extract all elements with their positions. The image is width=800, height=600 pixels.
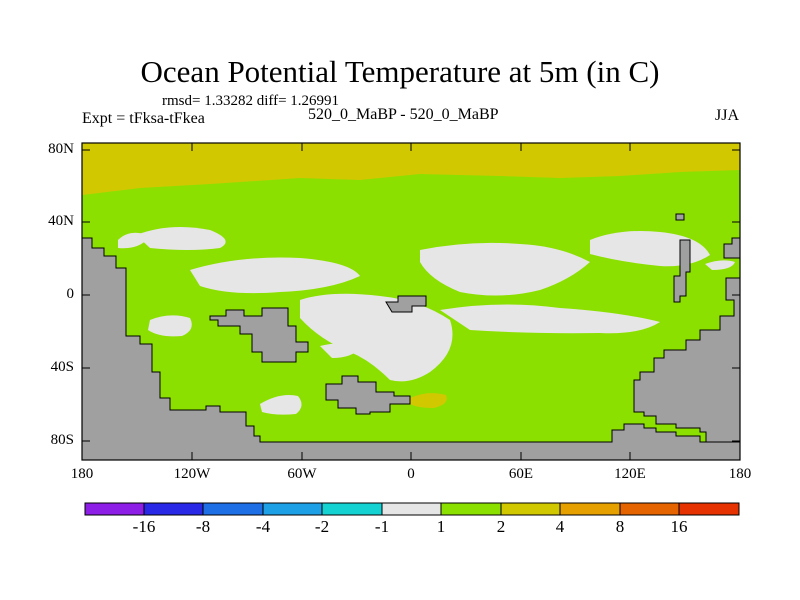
season-label: JJA [715,107,740,124]
colorbar-box-11 [678,502,740,516]
lon-label-180e: 180 [728,466,752,482]
axis-ticks [82,143,740,460]
case-label: 520_0_MaBP - 520_0_MaBP [308,106,499,123]
lon-label-60e: 60E [508,466,534,482]
colorbar-box-3 [202,502,264,516]
colorbar-label-5: -1 [374,517,390,536]
colorbar-box-7 [440,502,502,516]
lat-label-40s: 40S [50,359,74,375]
lat-label-80s: 80S [50,432,74,448]
colorbar-box-10 [619,502,680,516]
map-panel [81,142,741,461]
land-masses [81,213,741,461]
lat-label-40n: 40N [48,213,74,229]
colorbar [84,502,740,516]
colorbar-box-5 [321,502,383,516]
colorbar-box-9 [559,502,621,516]
lat-label-80n: 80N [48,141,74,157]
experiment-label: Expt = tFksa-tFkea [82,110,205,127]
colorbar-label-10: 16 [670,517,688,536]
colorbar-box-6 [381,502,442,516]
colorbar-label-6: 1 [436,517,446,536]
lat-label-0: 0 [66,286,75,302]
lon-label-120w: 120W [173,466,211,482]
lon-label-180w: 180 [70,466,94,482]
colorbar-label-9: 8 [615,517,625,536]
lon-label-0: 0 [407,466,415,482]
colorbar-box-4 [262,502,323,516]
colorbar-label-1: -16 [132,517,156,536]
stats-label: rmsd= 1.33282 diff= 1.26991 [162,93,340,109]
colorbar-box-2 [143,502,204,516]
colorbar-label-4: -2 [314,517,330,536]
plot-title: Ocean Potential Temperature at 5m (in C) [140,54,660,89]
lon-label-120e: 120E [614,466,646,482]
colorbar-label-8: 4 [555,517,565,536]
colorbar-box-8 [500,502,561,516]
colorbar-label-3: -4 [255,517,271,536]
colorbar-label-2: -8 [195,517,211,536]
field-warm-patches [410,393,447,408]
lon-label-60w: 60W [287,466,317,482]
colorbar-box-1 [84,502,145,516]
colorbar-label-7: 2 [496,517,506,536]
